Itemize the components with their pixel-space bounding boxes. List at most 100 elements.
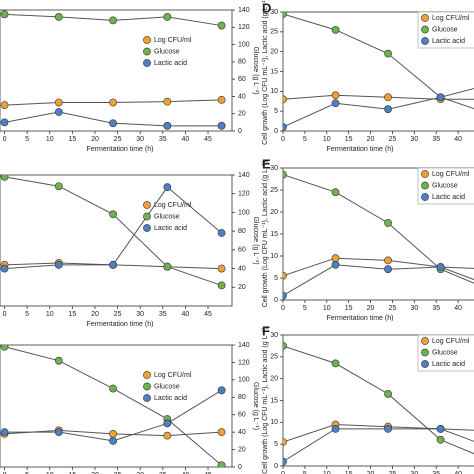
data-point: [109, 429, 117, 438]
legend-label: Lactic acid: [154, 60, 187, 67]
data-point: [331, 99, 340, 108]
data-point: [283, 342, 287, 350]
y-tick-label: 140: [238, 342, 250, 349]
x-tick-label: 25: [389, 136, 397, 143]
x-tick-label: 40: [182, 472, 190, 474]
legend-marker: [143, 394, 151, 402]
data-point: [0, 345, 9, 351]
data-point: [384, 265, 392, 274]
x-tick-label: 0: [281, 305, 285, 312]
x-tick-label: 20: [367, 471, 375, 474]
series-line: [283, 424, 474, 443]
data-point: [54, 182, 63, 191]
legend-label: Log CFU/ml: [154, 372, 192, 379]
x-axis-label: Fermentation time (h): [327, 315, 394, 322]
legend-marker: [421, 25, 429, 34]
data-point: [163, 97, 172, 106]
data-point: [163, 13, 172, 21]
y-tick-label: 120: [238, 24, 250, 31]
data-point: [436, 93, 445, 102]
data-point: [109, 384, 117, 393]
legend-label: Lactic acid: [154, 395, 187, 402]
y-tick-label: 140: [238, 172, 250, 179]
plot-area: [0, 10, 226, 130]
y-tick-label: 20: [270, 209, 278, 216]
legend-label: Glucose: [154, 48, 180, 55]
y-tick-label: 10: [270, 253, 278, 260]
data-point: [384, 219, 392, 227]
data-point: [109, 210, 117, 219]
data-point: [54, 108, 63, 116]
data-point: [217, 386, 226, 395]
data-point: [163, 262, 172, 271]
data-point: [0, 264, 9, 273]
x-tick-label: 30: [136, 136, 144, 143]
data-point: [0, 101, 9, 109]
data-point: [0, 118, 9, 127]
series-line: [4, 186, 222, 270]
data-point: [217, 229, 226, 237]
plot-area: [283, 342, 474, 466]
data-point: [283, 291, 287, 300]
y-tick-label: 10: [270, 419, 278, 426]
x-tick-label: 0: [281, 471, 285, 474]
x-tick-label: 10: [323, 136, 331, 143]
data-point: [331, 188, 340, 197]
y-tick-label: 120: [238, 191, 250, 198]
x-tick-label: 35: [432, 471, 440, 474]
y-tick-label: 40: [238, 93, 246, 100]
y-tick-label: 30: [270, 332, 278, 339]
y-tick-label: 100: [238, 209, 250, 216]
series-line: [283, 257, 474, 277]
y2-axis-label: Glucose (g L⁻¹): [252, 46, 259, 94]
x-tick-label: 5: [25, 136, 29, 143]
x-tick-label: 0: [3, 136, 7, 143]
series-line: [4, 176, 222, 286]
data-point: [384, 424, 392, 433]
x-tick-label: 40: [454, 471, 462, 474]
y-tick-label: 0: [274, 297, 278, 304]
plot-area: [0, 345, 226, 467]
data-point: [163, 121, 172, 130]
x-tick-label: 20: [91, 472, 99, 474]
data-point: [283, 95, 287, 104]
legend-marker: [143, 224, 151, 232]
x-tick-label: 20: [91, 136, 99, 143]
x-tick-label: 10: [46, 311, 54, 318]
y-axis-label: Cell growth (Log CFU mL⁻¹), Lactic acid …: [262, 161, 269, 308]
y-tick-label: 20: [238, 446, 246, 453]
data-point: [283, 438, 287, 446]
legend-marker: [143, 36, 151, 44]
data-point: [436, 435, 445, 444]
data-point: [109, 436, 117, 445]
data-point: [217, 428, 226, 437]
x-tick-label: 40: [454, 136, 462, 143]
data-point: [109, 119, 117, 128]
y-axis-label: Cell growth (Log CFU mL⁻¹), Lactic acid …: [262, 327, 269, 474]
data-point: [331, 25, 340, 34]
x-tick-label: 25: [389, 471, 397, 474]
data-point: [54, 428, 63, 437]
data-point: [436, 424, 445, 433]
data-point: [217, 264, 226, 273]
y-tick-label: 0: [274, 463, 278, 470]
x-tick-label: 35: [159, 136, 167, 143]
y-tick-label: 20: [270, 376, 278, 383]
y-tick-label: 20: [238, 111, 246, 118]
data-point: [163, 183, 172, 192]
data-point: [331, 424, 340, 433]
plot-area: [283, 12, 474, 131]
panel-letter: D: [262, 0, 271, 15]
x-tick-label: 35: [159, 311, 167, 318]
legend-label: Lactic acid: [432, 361, 465, 368]
y2-axis-label: Glucose (g L⁻¹): [252, 216, 259, 264]
x-tick-label: 30: [410, 136, 418, 143]
y-tick-label: 25: [270, 29, 278, 36]
y-axis-label: Cell growth (Log CFU mL⁻¹), Lactic acid …: [262, 0, 269, 145]
data-point: [283, 271, 287, 280]
data-point: [283, 123, 287, 131]
x-tick-label: 45: [204, 136, 212, 143]
y-tick-label: 80: [238, 394, 246, 401]
x-tick-label: 35: [159, 472, 167, 474]
x-tick-label: 40: [454, 305, 462, 312]
